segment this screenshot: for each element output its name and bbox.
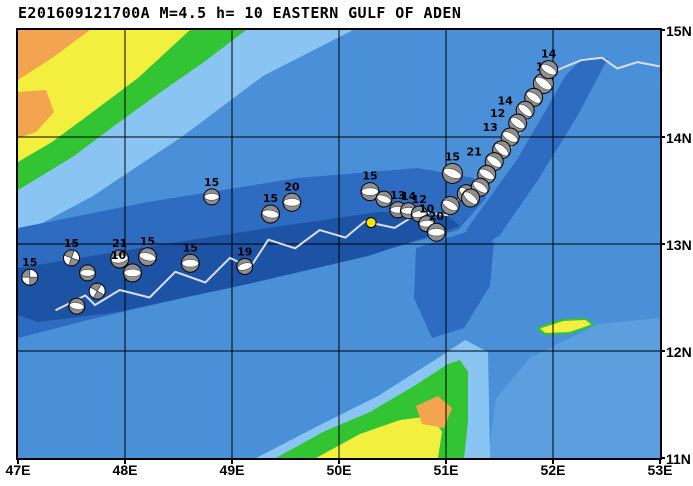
focal-mechanism-depth-label: 10	[111, 249, 127, 262]
focal-mechanism-depth-label: 15	[204, 176, 219, 189]
map-layer-island	[535, 317, 595, 336]
focal-mechanism	[236, 258, 254, 275]
focal-mechanism	[440, 196, 460, 215]
focal-mechanism-depth-label: 14	[541, 48, 557, 61]
axis-tick	[231, 459, 233, 464]
map-layer-land-north-yellow	[18, 30, 190, 162]
map-layer-land-south-yellow	[316, 416, 442, 458]
map-layer-land-north-orange-corner	[18, 30, 90, 80]
map-layer-land-south-orange	[416, 396, 452, 428]
y-axis-tick-label: 14N	[666, 130, 692, 146]
focal-mechanism-depth-label: 14	[401, 190, 417, 203]
axis-tick	[659, 459, 661, 464]
focal-mechanism-depth-label: 21	[467, 146, 482, 159]
x-axis-tick-label: 52E	[540, 462, 566, 478]
map-layer-shelf-east	[488, 318, 660, 458]
focal-mechanism	[515, 100, 535, 120]
axis-tick	[660, 350, 665, 352]
focal-mechanism	[110, 249, 130, 269]
focal-mechanism-depth-label: 12	[412, 193, 427, 206]
x-axis-tick-label: 47E	[5, 462, 31, 478]
focal-mechanism-depth-label: 15	[183, 241, 198, 254]
y-axis-tick-label: 13N	[666, 237, 692, 253]
focal-mechanism-depth-label: 20	[284, 180, 300, 193]
x-axis-tick-label: 50E	[326, 462, 352, 478]
x-axis-tick-label: 49E	[219, 462, 245, 478]
focal-mechanism	[63, 249, 80, 267]
map-layer-deep-ridge-corridor	[466, 58, 608, 248]
focal-mechanism	[426, 222, 446, 242]
axis-tick	[660, 457, 665, 459]
focal-mechanism	[360, 182, 380, 202]
focal-mechanism	[261, 204, 280, 224]
focal-mechanism	[68, 297, 86, 315]
axis-tick	[445, 459, 447, 464]
focal-mechanism-depth-label: 14	[498, 94, 514, 107]
figure-title: E201609121700A M=4.5 h= 10 EASTERN GULF …	[18, 4, 462, 22]
y-axis-tick-label: 11N	[666, 451, 691, 467]
axis-tick	[660, 243, 665, 245]
focal-mechanism-depth-label: 13	[483, 121, 498, 134]
axis-tick	[124, 459, 126, 464]
focal-mechanism	[123, 263, 142, 283]
y-axis-tick-label: 15N	[666, 23, 692, 39]
focal-mechanism	[441, 162, 463, 184]
map-layer-land-north-orange-west	[18, 90, 54, 138]
focal-mechanism-depth-label: 15	[263, 192, 278, 205]
focal-mechanism	[539, 60, 559, 80]
axis-tick	[660, 136, 665, 138]
focal-mechanism	[282, 192, 302, 212]
map-canvas: 1515211015151519152015131412102015151414…	[18, 30, 660, 458]
focal-mechanism	[180, 253, 200, 273]
focal-mechanism	[203, 188, 221, 206]
map-layer-deep-basin-southeast	[414, 232, 494, 338]
focal-mechanism-depth-label: 13	[390, 189, 405, 202]
x-axis-tick-label: 53E	[647, 462, 673, 478]
focal-mechanism-depth-label: 21	[112, 237, 127, 250]
event-epicenter-marker	[365, 217, 377, 229]
focal-mechanism	[21, 268, 39, 286]
focal-mechanism-depth-label: 20	[429, 210, 445, 223]
focal-mechanism	[138, 247, 157, 267]
x-axis-tick-label: 48E	[112, 462, 138, 478]
focal-mechanism	[461, 188, 481, 208]
focal-mechanism-depth-label: 12	[490, 107, 505, 120]
x-axis-tick-label: 51E	[433, 462, 459, 478]
focal-mechanism-depth-label: 15	[445, 150, 460, 163]
focal-mechanism-depth-label: 15	[64, 237, 79, 250]
focal-mechanism-depth-label: 10	[419, 203, 435, 216]
focal-mechanism	[79, 264, 96, 282]
axis-tick	[17, 459, 19, 464]
focal-mechanism-depth-label: 15	[362, 170, 377, 183]
axis-tick	[338, 459, 340, 464]
focal-mechanism	[88, 282, 106, 300]
focal-mechanism-depth-label: 15	[140, 235, 155, 248]
y-axis-tick-label: 12N	[666, 344, 692, 360]
focal-mechanism-depth-label: 15	[22, 256, 37, 269]
focal-mechanism	[375, 190, 393, 208]
axis-tick	[552, 459, 554, 464]
focal-mechanism-depth-label: 19	[237, 246, 252, 259]
axis-tick	[660, 29, 665, 31]
